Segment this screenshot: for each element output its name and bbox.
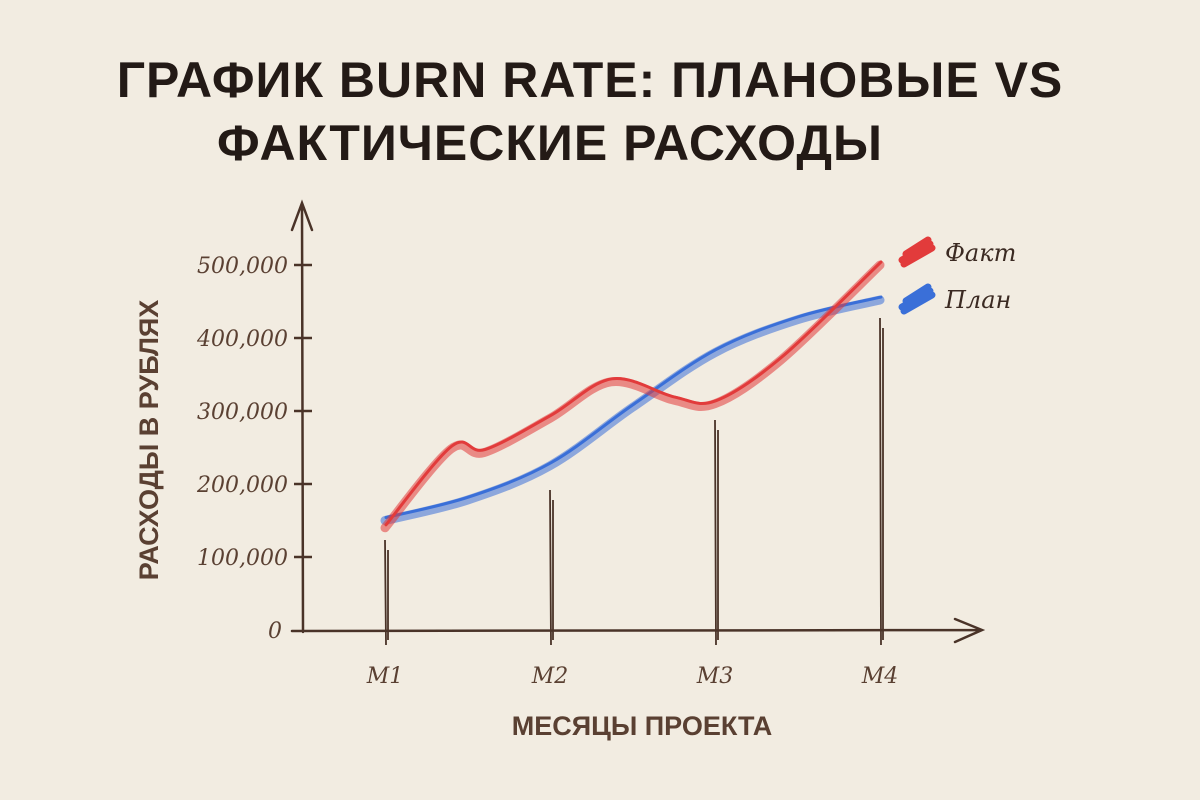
series-fact-line [380, 260, 885, 533]
legend: Факт План [898, 236, 1016, 315]
x-tick-label: M1 [366, 664, 404, 689]
legend-label-fact: Факт [945, 239, 1016, 267]
y-tick-label: 300,000 [197, 400, 288, 425]
legend-swatch-plan [898, 283, 936, 315]
chart-title-line-1: ГРАФИК BURN RATE: ПЛАНОВЫЕ VS [116, 52, 1064, 108]
series-fact-line-stroke [384, 260, 883, 527]
chart-title-line-2: ФАКТИЧЕСКИЕ РАСХОДЫ [217, 115, 883, 171]
x-gridline [384, 539, 389, 646]
series-plan-line-stroke [384, 295, 883, 519]
x-tick-label: M4 [861, 664, 899, 689]
x-axis-label: МЕСЯЦЫ ПРОЕКТА [512, 711, 773, 741]
x-gridline [879, 317, 884, 646]
x-tick-label: M2 [531, 664, 569, 689]
y-tick-label: 200,000 [196, 473, 288, 498]
legend-label-plan: План [944, 286, 1011, 314]
y-tick-label: 0 [268, 619, 282, 644]
y-tick-label: 400,000 [196, 327, 288, 352]
x-tick-label: M3 [696, 664, 734, 689]
y-tick-label: 100,000 [197, 546, 288, 571]
x-gridline [549, 489, 554, 646]
axes [290, 199, 986, 644]
x-gridline [714, 419, 719, 646]
y-axis-label: РАСХОДЫ В РУБЛЯХ [134, 300, 164, 581]
y-tick-label: 500,000 [197, 254, 288, 279]
x-axis [290, 617, 986, 644]
legend-swatch-fact [898, 236, 936, 268]
y-axis [290, 199, 314, 634]
